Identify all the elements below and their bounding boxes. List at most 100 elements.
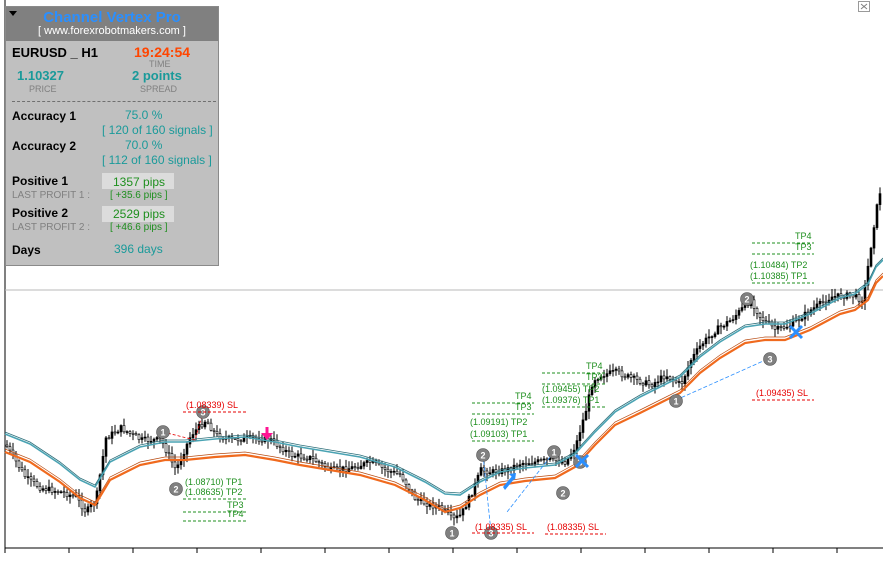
candle-body bbox=[623, 376, 627, 379]
candle-body bbox=[83, 508, 87, 513]
signal1-sl-label: (1.08339) SL bbox=[186, 400, 238, 410]
positive1-label: Positive 1 bbox=[12, 174, 69, 188]
candle-body bbox=[5, 444, 9, 447]
signal-marker-label: 2 bbox=[560, 489, 565, 499]
candle-body bbox=[563, 461, 567, 465]
signal-marker-label: 1 bbox=[160, 428, 165, 438]
sell-arrow-icon bbox=[261, 427, 273, 440]
candle-body bbox=[755, 308, 759, 314]
candle-body bbox=[782, 326, 786, 329]
positive2-box bbox=[102, 206, 174, 222]
candle-body bbox=[308, 456, 312, 461]
last-profit1-label: LAST PROFIT 1 : bbox=[12, 190, 90, 201]
candle-body bbox=[107, 437, 111, 440]
candle-body bbox=[638, 378, 642, 384]
candle-body bbox=[725, 321, 729, 327]
accuracy2-value: 70.0 % bbox=[125, 138, 163, 152]
candle-body bbox=[206, 421, 210, 424]
channel-lower-line-inner bbox=[4, 272, 883, 510]
spread-value: 2 points bbox=[132, 68, 182, 83]
candle-body bbox=[539, 459, 543, 461]
candle-body bbox=[479, 467, 483, 476]
candle-body bbox=[239, 440, 243, 443]
signal3-tp2-label: (1.09455) TP2 bbox=[542, 384, 599, 394]
candle-body bbox=[98, 474, 102, 492]
candle-body bbox=[350, 466, 354, 469]
signal-marker-label: 1 bbox=[673, 397, 678, 407]
candle-body bbox=[590, 386, 594, 396]
candle-body bbox=[659, 375, 663, 383]
candle-body bbox=[701, 343, 705, 347]
candle-body bbox=[800, 318, 804, 321]
candle-body bbox=[80, 499, 84, 510]
candle-body bbox=[68, 494, 72, 498]
candle-body bbox=[608, 370, 612, 374]
candle-body bbox=[152, 438, 156, 442]
candle-body bbox=[785, 326, 789, 329]
candle-body bbox=[200, 424, 204, 428]
close-icon[interactable] bbox=[858, 1, 870, 12]
candle-body bbox=[65, 492, 69, 498]
candle-body bbox=[674, 379, 678, 383]
accuracy1-detail: [ 120 of 160 signals ] bbox=[102, 123, 213, 137]
candle-body bbox=[491, 469, 495, 474]
signal3-tp3-label: TP3 bbox=[586, 372, 603, 382]
positive2-label: Positive 2 bbox=[12, 206, 69, 220]
last-profit1-value: [ +35.6 pips ] bbox=[110, 190, 168, 201]
candle-body bbox=[506, 467, 510, 473]
candle-body bbox=[155, 437, 159, 440]
candle-body bbox=[167, 452, 171, 455]
candle-body bbox=[185, 443, 189, 455]
candle-body bbox=[407, 484, 411, 491]
candle-body bbox=[695, 348, 699, 355]
channel-upper-line-inner bbox=[4, 257, 883, 494]
days-label: Days bbox=[12, 243, 41, 257]
candle-body bbox=[443, 509, 447, 511]
signal3-path bbox=[506, 451, 555, 513]
candle-body bbox=[293, 455, 297, 458]
candle-body bbox=[41, 488, 45, 491]
candle-body bbox=[452, 514, 456, 519]
candle-body bbox=[416, 499, 420, 501]
channel-lower-line bbox=[4, 275, 883, 514]
price-label: PRICE bbox=[29, 84, 57, 94]
website-link[interactable]: [ www.forexrobotmakers.com ] bbox=[38, 25, 186, 37]
signal2-sl-label: (1.08335) SL bbox=[475, 522, 527, 532]
spread-label: SPREAD bbox=[140, 84, 178, 94]
collapse-icon[interactable] bbox=[9, 11, 17, 16]
signal-marker-label: 2 bbox=[480, 451, 485, 461]
signal-marker-label: 3 bbox=[767, 355, 772, 365]
candle-body bbox=[386, 468, 390, 472]
signal-marker bbox=[740, 292, 754, 306]
candle-body bbox=[125, 431, 129, 433]
signal-marker bbox=[156, 425, 170, 439]
candle-body bbox=[194, 429, 198, 435]
candle-body bbox=[731, 319, 735, 321]
candle-body bbox=[878, 193, 882, 205]
positive2-value: 2529 pips bbox=[113, 207, 166, 221]
candle-body bbox=[542, 458, 546, 461]
candle-body bbox=[869, 247, 873, 267]
candle-body bbox=[698, 345, 702, 349]
candle-body bbox=[764, 320, 768, 322]
signal2-path bbox=[482, 454, 492, 533]
signal-marker-label: 1 bbox=[551, 448, 556, 458]
candle-body bbox=[395, 470, 399, 474]
candle-body bbox=[737, 310, 741, 316]
divider bbox=[12, 101, 216, 102]
candle-body bbox=[296, 453, 300, 457]
candle-body bbox=[299, 453, 303, 459]
candle-body bbox=[311, 456, 315, 459]
candle-body bbox=[818, 300, 822, 305]
candle-body bbox=[425, 503, 429, 507]
candle-body bbox=[485, 470, 489, 475]
candle-body bbox=[164, 443, 168, 453]
candle-body bbox=[635, 375, 639, 380]
candle-body bbox=[356, 467, 360, 469]
candle-body bbox=[719, 325, 723, 328]
candle-body bbox=[815, 303, 819, 308]
last-profit2-value: [ +46.6 pips ] bbox=[110, 222, 168, 233]
signal4-tp2-label: (1.10484) TP2 bbox=[750, 260, 807, 270]
